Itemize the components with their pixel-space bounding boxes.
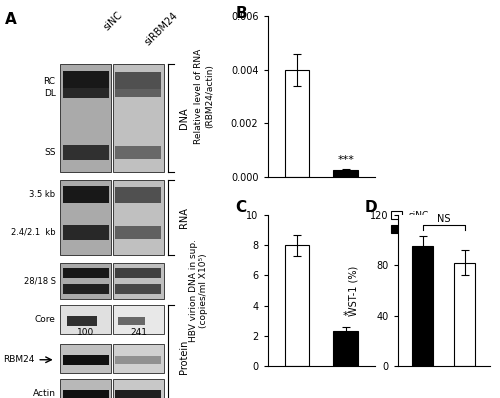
Bar (116, 226, 162, 239)
Bar (60, 64, 111, 172)
Bar (113, 378, 164, 398)
Bar (62, 355, 108, 365)
Bar (60, 263, 111, 299)
Text: NS: NS (437, 214, 450, 224)
Bar (113, 263, 164, 299)
Text: ***: *** (337, 155, 354, 165)
Text: 100: 100 (77, 328, 94, 337)
Text: B: B (236, 6, 247, 21)
Text: RNA: RNA (180, 207, 190, 228)
Text: RBM24: RBM24 (4, 355, 35, 364)
Bar (60, 344, 111, 373)
Text: Actin: Actin (32, 388, 56, 398)
Text: DL: DL (44, 89, 56, 98)
Bar (116, 146, 162, 159)
Text: C: C (236, 200, 246, 215)
Text: siNC: siNC (102, 10, 124, 33)
Bar (284, 245, 309, 366)
Bar (62, 88, 108, 98)
Bar (116, 267, 162, 279)
Text: Protein: Protein (180, 339, 190, 374)
Bar (334, 332, 358, 366)
Text: D: D (365, 200, 378, 215)
Bar (116, 89, 162, 98)
Text: SS: SS (44, 148, 56, 157)
Bar (62, 186, 108, 203)
Bar (62, 70, 108, 92)
Bar (116, 72, 162, 91)
Bar (334, 170, 358, 177)
Bar (62, 390, 108, 398)
Bar (113, 180, 164, 255)
Y-axis label: WST-1 (%): WST-1 (%) (348, 265, 358, 316)
Bar (62, 145, 108, 160)
Y-axis label: Relative level of RNA
(RBM24/actin): Relative level of RNA (RBM24/actin) (194, 49, 214, 144)
Y-axis label: HBV virion DNA in sup.
(copies/ml X10⁵): HBV virion DNA in sup. (copies/ml X10⁵) (189, 239, 208, 342)
Text: DNA: DNA (180, 107, 190, 129)
Text: A: A (5, 12, 17, 27)
Bar (60, 305, 111, 334)
Bar (60, 180, 111, 255)
Bar (412, 246, 433, 366)
Text: 241: 241 (130, 328, 147, 337)
Bar (62, 267, 108, 279)
Bar (454, 263, 475, 366)
Text: Core: Core (34, 315, 56, 324)
Bar (62, 284, 108, 294)
Bar (60, 378, 111, 398)
Bar (118, 317, 146, 326)
Bar (116, 284, 162, 294)
Bar (62, 225, 108, 240)
Text: 2.4/2.1  kb: 2.4/2.1 kb (11, 228, 56, 237)
Bar (67, 316, 97, 326)
Text: *: * (343, 311, 348, 321)
Text: 3.5 kb: 3.5 kb (30, 190, 56, 199)
Text: siRBM24: siRBM24 (143, 10, 180, 47)
Text: RC: RC (44, 77, 56, 86)
Bar (116, 390, 162, 398)
Text: 28/18 S: 28/18 S (24, 277, 56, 286)
Bar (116, 356, 162, 364)
Bar (113, 305, 164, 334)
Bar (284, 70, 309, 177)
Bar (113, 64, 164, 172)
Bar (113, 344, 164, 373)
Bar (116, 187, 162, 203)
Legend: siNC, siRBM24: siNC, siRBM24 (387, 207, 451, 237)
